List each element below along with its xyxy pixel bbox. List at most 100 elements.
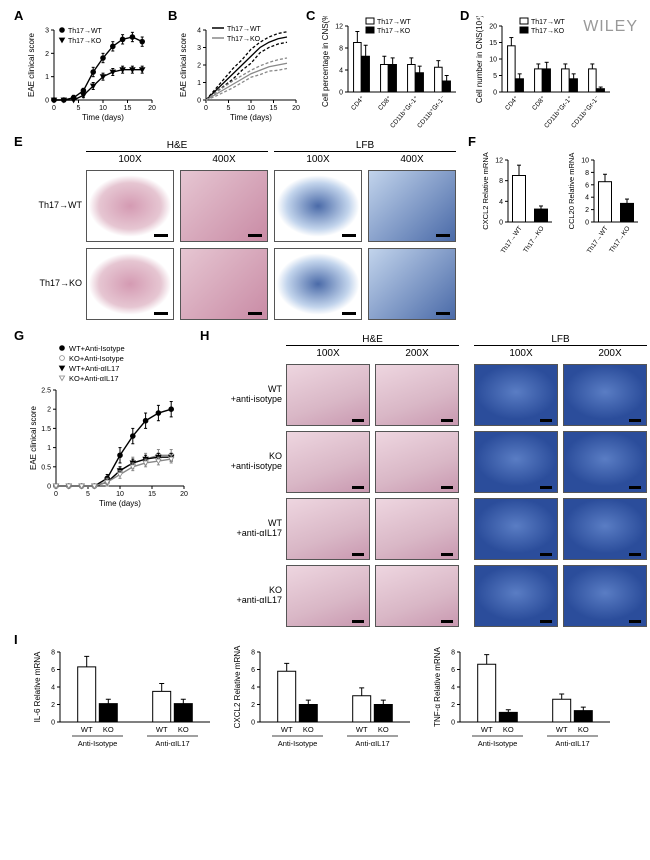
svg-text:0: 0 [54, 491, 58, 498]
svg-text:Time (days): Time (days) [230, 113, 272, 122]
svg-text:0: 0 [585, 220, 589, 227]
svg-text:8: 8 [585, 170, 589, 177]
histology-tile [563, 364, 647, 426]
svg-text:6: 6 [51, 667, 55, 674]
svg-text:KO: KO [378, 725, 389, 734]
e-row-label: Th17→WT [30, 201, 82, 211]
svg-text:8: 8 [51, 650, 55, 657]
svg-text:Th17→WT: Th17→WT [68, 28, 103, 35]
svg-text:2: 2 [45, 51, 49, 58]
histology-tile [474, 431, 558, 493]
chart-F-sub: 0246810CCL20 Relative mRNATh17→WTTh17→KO [566, 148, 646, 260]
svg-text:5: 5 [86, 491, 90, 498]
histology-tile [86, 248, 174, 320]
svg-text:10: 10 [116, 491, 124, 498]
svg-text:Th17→WT: Th17→WT [500, 225, 524, 255]
svg-text:0: 0 [204, 105, 208, 112]
svg-text:2: 2 [451, 702, 455, 709]
svg-text:CXCL2 Relative mRNA: CXCL2 Relative mRNA [481, 152, 490, 230]
e-mag: 400X [180, 154, 268, 165]
svg-text:12: 12 [335, 24, 343, 31]
h-mag: 200X [375, 348, 459, 359]
h-row-label: KO +anti-isotype [214, 452, 282, 472]
histology-tile [286, 498, 370, 560]
svg-text:CD8⁺: CD8⁺ [531, 94, 547, 112]
svg-text:0: 0 [499, 220, 503, 227]
svg-text:KO: KO [503, 725, 514, 734]
svg-text:WT+Anti-αIL17: WT+Anti-αIL17 [69, 364, 119, 373]
svg-text:8: 8 [499, 178, 503, 185]
svg-text:KO: KO [578, 725, 589, 734]
svg-text:0: 0 [339, 90, 343, 97]
histology-tile [286, 565, 370, 627]
svg-text:10: 10 [99, 105, 107, 112]
e-stain-lfb: LFB [274, 140, 456, 152]
svg-text:2: 2 [51, 702, 55, 709]
h-mag: 100X [479, 348, 563, 359]
svg-text:20: 20 [292, 105, 300, 112]
svg-text:Th17→KO: Th17→KO [68, 38, 102, 45]
chart-D: 05101520Cell number in CNS(10⁴)CD4⁺CD8⁺C… [468, 16, 618, 136]
svg-text:EAE clinical score: EAE clinical score [179, 32, 188, 97]
svg-text:WT: WT [556, 725, 568, 734]
svg-text:KO: KO [303, 725, 314, 734]
svg-text:0: 0 [51, 720, 55, 727]
svg-text:CD11b⁺Gr-1⁻: CD11b⁺Gr-1⁻ [416, 94, 447, 129]
e-mag: 400X [368, 154, 456, 165]
svg-text:CD4⁺: CD4⁺ [504, 94, 520, 112]
svg-text:WT+Anti-Isotype: WT+Anti-Isotype [69, 344, 125, 353]
svg-text:CXCL2 Relative mRNA: CXCL2 Relative mRNA [233, 645, 242, 728]
svg-text:2: 2 [197, 63, 201, 70]
svg-text:Time (days): Time (days) [82, 113, 124, 122]
svg-text:2: 2 [585, 207, 589, 214]
svg-text:2: 2 [251, 702, 255, 709]
svg-text:KO+Anti-Isotype: KO+Anti-Isotype [69, 354, 124, 363]
svg-text:10: 10 [581, 158, 589, 165]
svg-text:Time (days): Time (days) [99, 499, 141, 508]
svg-text:8: 8 [451, 650, 455, 657]
e-mag: 100X [274, 154, 362, 165]
svg-text:Cell number in CNS(10⁴): Cell number in CNS(10⁴) [475, 16, 484, 103]
histology-tile [375, 431, 459, 493]
h-mag: 100X [286, 348, 370, 359]
svg-text:6: 6 [251, 667, 255, 674]
label-F: F [468, 134, 476, 149]
histology-tile [563, 498, 647, 560]
h-mag: 200X [568, 348, 650, 359]
svg-text:Anti-αIL17: Anti-αIL17 [155, 739, 189, 748]
svg-text:2: 2 [47, 407, 51, 414]
histology-tile [563, 565, 647, 627]
svg-text:8: 8 [339, 46, 343, 53]
svg-text:Th17→WT: Th17→WT [586, 225, 610, 255]
h-row-label: KO +anti-αIL17 [214, 586, 282, 606]
e-mag: 100X [86, 154, 174, 165]
svg-text:15: 15 [124, 105, 132, 112]
svg-text:10: 10 [489, 57, 497, 64]
svg-text:Th17→KO: Th17→KO [522, 225, 545, 254]
svg-text:Anti-Isotype: Anti-Isotype [78, 739, 118, 748]
svg-text:5: 5 [227, 105, 231, 112]
svg-text:Th17→KO: Th17→KO [531, 28, 565, 35]
svg-text:Th17→WT: Th17→WT [377, 19, 412, 26]
svg-text:WT: WT [356, 725, 368, 734]
svg-text:4: 4 [51, 685, 55, 692]
svg-text:1: 1 [45, 74, 49, 81]
label-I: I [14, 632, 18, 647]
chart-F-sub: 04812CXCL2 Relative mRNATh17→WTTh17→KO [480, 148, 560, 260]
svg-text:Anti-αIL17: Anti-αIL17 [355, 739, 389, 748]
svg-text:4: 4 [339, 68, 343, 75]
svg-text:15: 15 [148, 491, 156, 498]
svg-text:8: 8 [251, 650, 255, 657]
svg-text:WT: WT [481, 725, 493, 734]
svg-text:WT: WT [281, 725, 293, 734]
histology-tile [474, 565, 558, 627]
svg-text:0: 0 [251, 720, 255, 727]
svg-text:0: 0 [493, 90, 497, 97]
histology-tile [375, 565, 459, 627]
h-row-label: WT +anti-isotype [214, 385, 282, 405]
chart-C: 04812Cell percentage in CNS(%)CD4⁺CD8⁺CD… [314, 16, 464, 136]
svg-text:Th17→KO: Th17→KO [608, 225, 631, 254]
svg-text:WT: WT [81, 725, 93, 734]
svg-text:CCL20 Relative mRNA: CCL20 Relative mRNA [567, 153, 576, 230]
chart-I-sub: 02468IL-6 Relative mRNAWTKOAnti-IsotypeW… [28, 640, 224, 758]
